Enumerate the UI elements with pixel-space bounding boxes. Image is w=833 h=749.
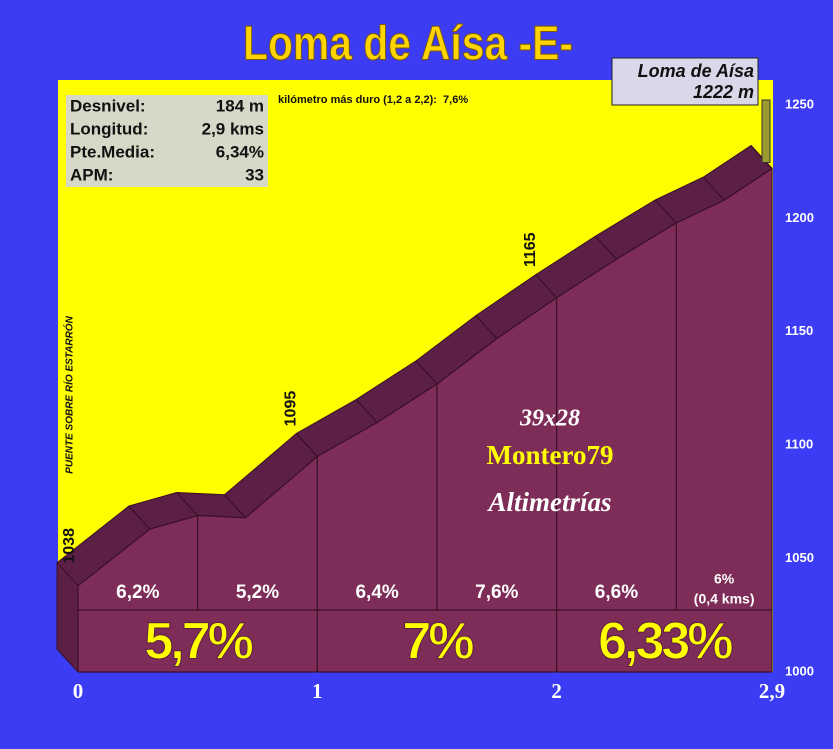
y-tick-label: 1050: [785, 550, 814, 565]
stat-label: Longitud:: [70, 119, 148, 138]
y-tick-label: 1200: [785, 210, 814, 225]
y-tick-label: 1150: [785, 323, 813, 338]
band-edge: [535, 274, 558, 299]
x-tick-label: 0: [73, 679, 84, 703]
hardest-km-note: kilómetro más duro (1,2 a 2,2): 7,6%: [278, 94, 468, 106]
segment-grade: 6,4%: [355, 582, 398, 603]
watermark: Montero79: [487, 440, 614, 470]
y-tick-label: 1000: [785, 663, 814, 678]
km-grade: 5,7%: [144, 613, 252, 671]
summit-elevation: 1222 m: [693, 82, 754, 102]
band-edge: [475, 315, 498, 340]
band-edge: [415, 360, 438, 385]
stat-label: Desnivel:: [70, 96, 146, 115]
stat-value: 184 m: [216, 96, 264, 115]
band-edge: [595, 235, 617, 260]
stat-value: 2,9 kms: [202, 119, 264, 138]
stat-label: APM:: [70, 165, 113, 184]
x-tick-label: 1: [312, 679, 323, 703]
band-edge: [702, 176, 725, 201]
start-note: PUENTE SOBRE RÍO ESTARRÓN: [63, 315, 76, 473]
elevation-label: 1165: [522, 232, 539, 267]
km-grade: 6,33%: [598, 613, 732, 671]
segment-grade: 6,6%: [595, 582, 638, 603]
y-tick-label: 1100: [785, 437, 813, 452]
band-edge: [295, 433, 318, 457]
stats-box: [66, 95, 268, 187]
segment-grade: (0,4 kms): [694, 591, 755, 607]
band-edge: [355, 399, 378, 423]
band-edge: [654, 199, 677, 224]
stat-value: 33: [245, 165, 264, 184]
watermark: Altimetrías: [486, 487, 611, 517]
summit-pole: [761, 99, 771, 164]
band-edge: [128, 505, 151, 530]
segment-grade: 6,2%: [116, 582, 159, 603]
elevation-label: 1095: [283, 391, 300, 427]
summit-name: Loma de Aísa: [638, 61, 754, 81]
segment-grade: 5,2%: [236, 582, 279, 603]
y-tick-label: 1250: [785, 96, 814, 111]
x-tick-label: 2,9: [759, 679, 785, 703]
watermark: 39x28: [519, 406, 580, 432]
km-grade: 7%: [402, 613, 473, 671]
segment-grade: 6%: [714, 571, 735, 587]
elevation-label: 1038: [61, 528, 78, 564]
profile-area: [77, 167, 773, 673]
stat-value: 6,34%: [216, 142, 264, 161]
summit-box: [611, 57, 759, 106]
band-edge: [176, 492, 199, 516]
x-tick-label: 2: [551, 679, 562, 703]
segment-grade: 7,6%: [475, 582, 518, 603]
chart-title: Loma de Aísa -E-: [243, 18, 573, 71]
band-edge: [224, 494, 246, 519]
stat-label: Pte.Media:: [70, 142, 155, 161]
